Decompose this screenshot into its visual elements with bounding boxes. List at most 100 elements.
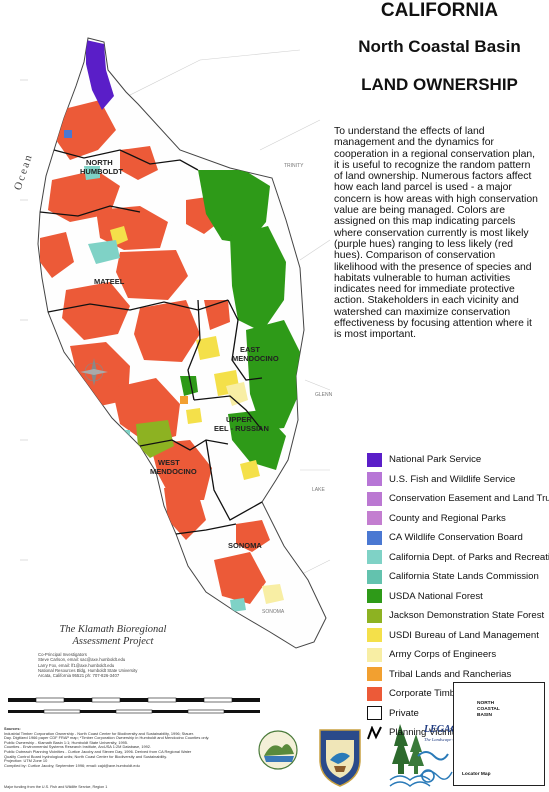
- source-line: Counties - Environmental Systems Researc…: [4, 744, 152, 750]
- parcels-blm: [110, 226, 286, 520]
- title-region: North Coastal Basin: [358, 37, 521, 56]
- label-north-humboldt-2: HUMBOLDT: [80, 167, 123, 176]
- legend-label: County and Regional Parks: [389, 512, 506, 524]
- legend-swatch: [367, 550, 382, 565]
- legend-label: CA Wildlife Conservation Board: [389, 532, 523, 544]
- label-west-mendocino-2: MENDOCINO: [150, 467, 197, 476]
- legend-label: USDI Bureau of Land Management: [389, 629, 539, 641]
- legend-label: Tribal Lands and Rancherias: [389, 668, 512, 680]
- legend-label: USDA National Forest: [389, 590, 483, 602]
- contact-line: Arcata, California 95521 ph: 707-826-340…: [38, 673, 120, 679]
- legend-label: California State Lands Commission: [389, 571, 539, 583]
- title-subject: LAND OWNERSHIP: [361, 75, 518, 94]
- legend-label: U.S. Fish and Wildlife Service: [389, 473, 516, 485]
- label-west-mendocino-1: WEST: [158, 458, 180, 467]
- source-line: Projection: UTM Zone 10: [4, 758, 48, 764]
- source-line: Day. Digitized 1966 paper CDF FRAP map; …: [4, 735, 210, 741]
- klamath-project-title: The Klamath Bioregional Assessment Proje…: [38, 624, 188, 648]
- sources-block: Sources: Industrial Timber Corporation Ow…: [4, 726, 264, 768]
- legend-item: USDI Bureau of Land Management: [367, 626, 549, 646]
- legend-label: National Park Service: [389, 454, 482, 466]
- legend-swatch: [367, 667, 382, 682]
- scale-bar-2: [8, 709, 260, 714]
- contact-line: Larry Fox, email: lf1@axe.humboldt.edu: [38, 662, 115, 668]
- legend-swatch: [367, 569, 382, 584]
- locator-label: NORTH COASTAL BASIN: [477, 701, 500, 719]
- usfws-logo: [319, 729, 361, 787]
- contact-line: Steve Carlson, email: sac@axe.humboldt.e…: [38, 657, 126, 663]
- legend-item: U.S. Fish and Wildlife Service: [367, 470, 549, 490]
- title-state: CALIFORNIA: [380, 0, 499, 21]
- parcels-army-corps: [226, 382, 284, 604]
- legend-item: Army Corps of Engineers: [367, 645, 549, 665]
- source-line: Public Outreach Planning Vicinities - Cu…: [4, 748, 192, 754]
- county-sonoma: SONOMA: [262, 609, 285, 615]
- source-line: Compiled by: Curtice Jacoby, September 1…: [4, 762, 140, 768]
- legend-label: Army Corps of Engineers: [389, 649, 497, 661]
- legend-swatch: [367, 491, 382, 506]
- ownership-parcels: [40, 40, 300, 612]
- legacy-logo: [417, 751, 453, 783]
- legend-swatch: [367, 608, 382, 623]
- legend-swatch: [367, 706, 382, 721]
- scale-bar: [8, 697, 260, 703]
- contact-line: Co-Principal Investigators: [38, 652, 87, 657]
- legend-label: Conservation Easement and Land Trust: [389, 493, 549, 505]
- legend-swatch: [367, 628, 382, 643]
- legend-label: Planning Vicinity Boundary: [389, 727, 503, 739]
- legend-swatch: [367, 686, 382, 701]
- legend-item: CA Wildlife Conservation Board: [367, 528, 549, 548]
- label-east-mendocino-1: EAST: [240, 345, 261, 354]
- label-east-mendocino-2: MENDOCINO: [232, 354, 279, 363]
- parcel-wildlife-board: [64, 130, 72, 138]
- contact-line: National Resources Bldg, Humboldt State …: [38, 667, 138, 673]
- legend-swatch: [367, 589, 382, 604]
- tree-logo: [389, 724, 431, 787]
- legacy-tagline: The Landscape Connection: [424, 737, 474, 742]
- source-line: Sources:: [4, 726, 21, 731]
- legend-swatch: [367, 530, 382, 545]
- legend-item: Corporate Timber Industry: [367, 684, 549, 704]
- boundary-line-icon: [367, 725, 382, 740]
- contact-block: Co-Principal Investigators Steve Carlson,…: [38, 652, 137, 678]
- label-upper-eel-1: UPPER: [226, 415, 252, 424]
- label-sonoma: SONOMA: [228, 541, 262, 550]
- parcel-national-park: [86, 40, 114, 110]
- legend-item: Jackson Demonstration State Forest: [367, 606, 549, 626]
- klamath-line-2: Assessment Project: [72, 636, 154, 647]
- legend-label: Jackson Demonstration State Forest: [389, 610, 545, 622]
- county-trinity: TRINITY: [284, 163, 304, 169]
- legacy-name: LEGACY: [424, 724, 464, 735]
- klamath-line-1: The Klamath Bioregional: [59, 624, 167, 635]
- funding-note: Major funding from the U.S. Fish and Wil…: [4, 785, 108, 789]
- parcels-national-forest: [180, 170, 300, 470]
- legend-item: National Park Service: [367, 450, 549, 470]
- legend-item: California Dept. of Parks and Recreation: [367, 548, 549, 568]
- map-legend: National Park Service U.S. Fish and Wildl…: [367, 450, 549, 743]
- locator-map-caption: Locator Map: [462, 772, 491, 777]
- legend-swatch: [367, 452, 382, 467]
- legend-item: County and Regional Parks: [367, 509, 549, 529]
- locator-label-2: COASTAL: [477, 707, 500, 712]
- legend-item: California State Lands Commission: [367, 567, 549, 587]
- legend-label: Corporate Timber Industry: [389, 688, 501, 700]
- parcel-jackson-forest: [136, 420, 174, 458]
- legend-swatch: [367, 472, 382, 487]
- legend-label: California Dept. of Parks and Recreation: [389, 551, 549, 563]
- label-mateel: MATEEL: [94, 277, 125, 286]
- intro-paragraph: To understand the effects of land manage…: [334, 126, 538, 341]
- legend-swatch: [367, 511, 382, 526]
- county-glenn: GLENN: [315, 392, 333, 398]
- compass-rose: [80, 358, 108, 386]
- grid-ticks: [20, 79, 28, 561]
- label-north-humboldt-1: NORTH: [86, 158, 113, 167]
- legend-label: Private: [389, 707, 419, 719]
- ncbs-logo: [258, 730, 298, 770]
- legend-item: USDA National Forest: [367, 587, 549, 607]
- legend-item: Planning Vicinity Boundary: [367, 723, 549, 743]
- locator-label-3: BASIN: [477, 713, 492, 718]
- source-line: Quality Control Board hydrological units…: [4, 753, 167, 759]
- legend-item: Private: [367, 704, 549, 724]
- county-lake: LAKE: [312, 487, 325, 493]
